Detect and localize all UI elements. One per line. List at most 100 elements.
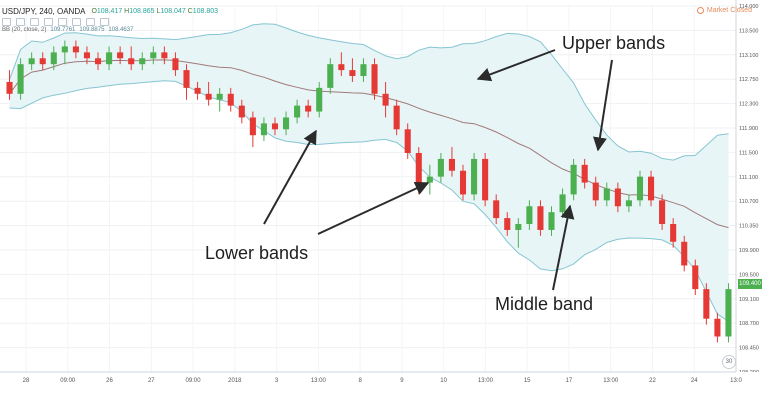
candle-body xyxy=(725,289,732,337)
price-tick-label: 108.450 xyxy=(739,346,759,352)
candle xyxy=(61,40,68,65)
candle-body xyxy=(161,52,168,59)
price-tick-label: 112.300 xyxy=(739,102,758,108)
time-tick-label: 09:00 xyxy=(60,378,76,384)
candle-body xyxy=(83,52,90,59)
time-tick-label: 2018 xyxy=(228,378,242,384)
time-tick-label: 24 xyxy=(691,378,698,384)
candle xyxy=(504,212,511,236)
bb-value-2: 109.8875 xyxy=(79,27,105,33)
candle xyxy=(603,182,610,207)
candle-body xyxy=(537,206,544,230)
candle-body xyxy=(603,188,610,201)
candle-body xyxy=(6,81,13,94)
candle-body xyxy=(459,170,467,195)
candle-body xyxy=(382,93,389,106)
candle xyxy=(316,81,323,118)
annotation-middle-band: Middle band xyxy=(495,294,594,314)
zoom-button[interactable]: 30 xyxy=(722,355,736,369)
candle-body xyxy=(614,188,621,207)
candle-body xyxy=(592,182,599,201)
candle-body xyxy=(360,64,367,77)
candle-body xyxy=(294,105,301,118)
clock-icon xyxy=(696,6,704,14)
candle xyxy=(194,81,201,100)
price-scale: 114.000 113.500 113.100 112.750 112.300 111.9… xyxy=(735,0,762,400)
candle-body xyxy=(415,152,422,183)
chart-grid xyxy=(0,5,737,373)
candle xyxy=(128,46,135,71)
candle-body xyxy=(283,117,290,130)
candle xyxy=(570,158,577,201)
candle-body xyxy=(39,58,46,65)
time-tick-label: 13:0 xyxy=(730,378,742,384)
candle xyxy=(216,87,223,112)
candle xyxy=(227,87,234,112)
low-value: 108.047 xyxy=(160,7,186,15)
time-tick-label: 13:00 xyxy=(478,378,494,384)
price-tick-label: 114.000 xyxy=(739,4,758,10)
candle xyxy=(725,283,732,343)
bb-label: BB (20, close, 2) xyxy=(2,27,47,33)
candle-body xyxy=(437,158,444,177)
candle-body xyxy=(471,158,478,195)
time-tick-label: 3 xyxy=(275,378,279,384)
candle xyxy=(592,176,599,207)
candle-body xyxy=(570,164,577,195)
candle xyxy=(648,170,655,207)
price-tick-label: 109.900 xyxy=(739,248,759,254)
candle xyxy=(459,164,467,201)
symbol-title[interactable]: USD/JPY, 240, OANDA xyxy=(2,6,86,16)
bb-value-3: 108.4637 xyxy=(108,27,134,33)
candle xyxy=(327,58,334,94)
candle-body xyxy=(559,194,566,213)
high-value: 108.865 xyxy=(129,7,155,15)
time-tick-label: 9 xyxy=(400,378,404,384)
price-tick-label: 111.100 xyxy=(739,175,758,181)
candle-body xyxy=(28,58,35,65)
arrow-upper-2 xyxy=(593,59,613,152)
candle xyxy=(150,46,157,65)
price-scale-bg xyxy=(736,0,762,400)
candle-body xyxy=(50,52,57,65)
price-tick-label: 113.500 xyxy=(739,28,758,34)
time-tick-label: 28 xyxy=(23,378,30,384)
candle xyxy=(526,200,533,230)
candle-body xyxy=(493,200,500,219)
bollinger-bands xyxy=(9,23,729,322)
candle-body xyxy=(692,265,699,290)
time-tick-label: 22 xyxy=(649,378,656,384)
candlesticks xyxy=(6,40,732,343)
candle-body xyxy=(61,46,68,53)
candle xyxy=(448,147,455,177)
candle xyxy=(72,40,79,59)
price-tick-label: 113.100 xyxy=(739,53,758,59)
price-tick-label: 111.500 xyxy=(739,150,758,156)
indicator-legend[interactable]: BB (20, close, 2) 109.7761 109.8875 108.… xyxy=(2,25,133,35)
candle xyxy=(681,235,688,272)
candle xyxy=(659,194,666,230)
candle-body xyxy=(216,93,223,100)
candle xyxy=(106,46,113,71)
candle-body xyxy=(426,176,433,183)
candle-body xyxy=(448,158,455,171)
candle-body xyxy=(128,58,135,65)
lower-band-line xyxy=(9,80,729,322)
candle xyxy=(349,58,356,82)
candle xyxy=(471,152,478,201)
time-tick-label: 09:00 xyxy=(186,378,202,384)
candle xyxy=(6,70,13,100)
interval-chips[interactable] xyxy=(2,17,110,27)
candle xyxy=(238,99,245,124)
candle xyxy=(139,52,146,71)
candle xyxy=(28,52,35,71)
arrow-lower-1 xyxy=(263,129,317,225)
upper-band-line xyxy=(9,23,729,161)
candle-body xyxy=(625,200,632,207)
market-status: Market Closed xyxy=(696,4,752,16)
chart-header: USD/JPY, 240, OANDA O108.417 H108.865 L1… xyxy=(2,4,218,18)
candle xyxy=(17,58,24,100)
candle-body xyxy=(371,64,378,94)
